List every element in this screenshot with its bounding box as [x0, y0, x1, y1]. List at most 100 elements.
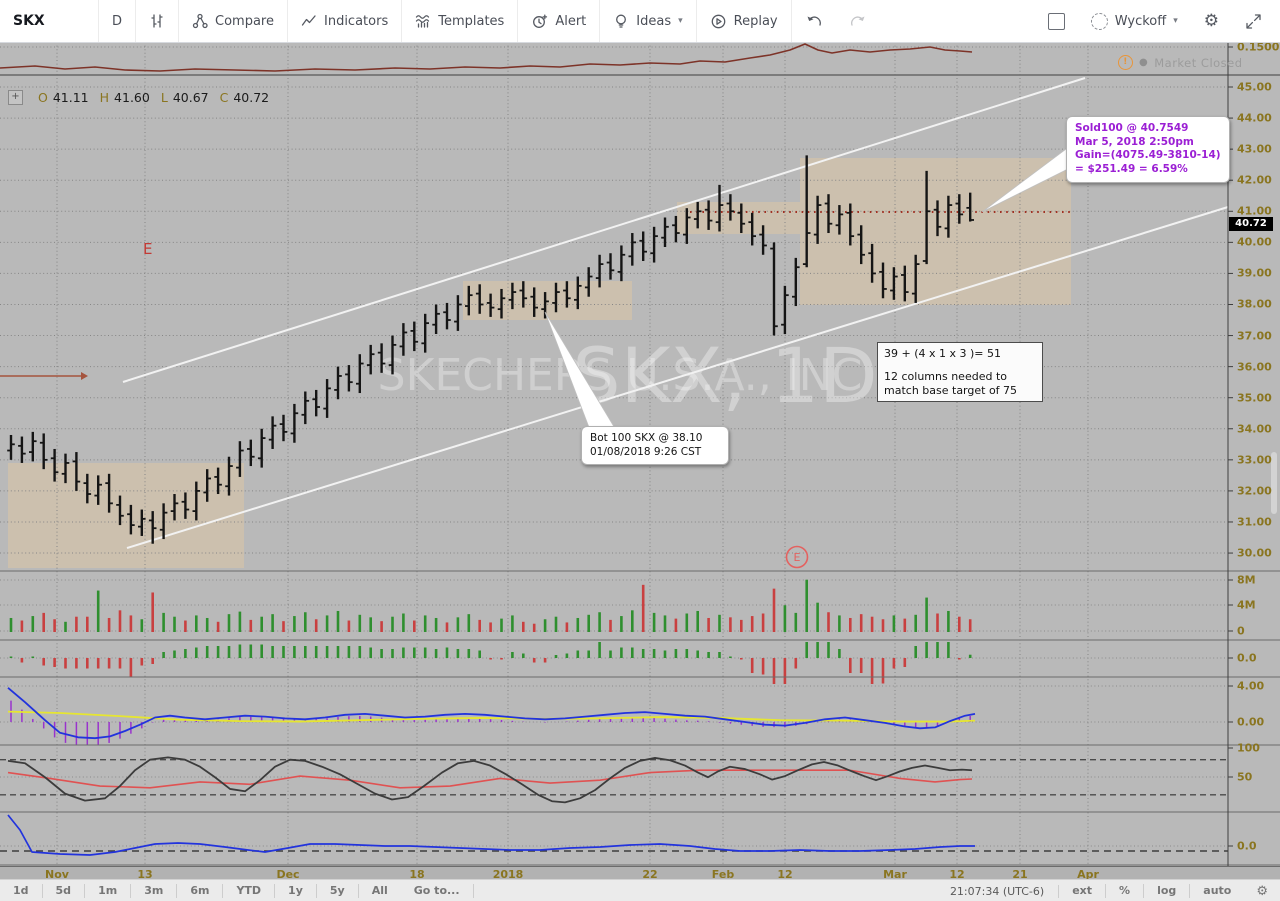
sold-line4: = $251.49 = 6.59% [1075, 162, 1188, 175]
wyckoff-box[interactable] [677, 202, 800, 234]
sold-line2: Mar 5, 2018 2:50pm [1075, 135, 1194, 148]
warning-icon[interactable]: ! [1118, 55, 1133, 70]
panel-axis-label: 8M [1237, 573, 1256, 587]
bottom-toolbar: 1d 5d 1m 3m 6m YTD 1y 5y All Go to... 21:07:34 (… [0, 879, 1280, 901]
layout-select-checkbox[interactable] [1035, 0, 1078, 42]
clock-label[interactable]: 21:07:34 (UTC-6) [936, 884, 1060, 898]
layout-menu-button[interactable]: Wyckoff ▾ [1078, 0, 1191, 42]
indicators-icon [301, 13, 317, 29]
replay-icon [710, 13, 727, 30]
time-axis-label: 13 [137, 868, 153, 881]
ideas-button[interactable]: Ideas ▾ [600, 0, 697, 42]
chart-settings-button[interactable]: ⚙ [1191, 0, 1232, 42]
alert-button[interactable]: Alert [518, 0, 601, 42]
price-axis-label: 45.00 [1237, 80, 1272, 94]
range-button-6m[interactable]: 6m [177, 884, 224, 898]
range-button-1y[interactable]: 1y [275, 884, 317, 898]
sold-annotation[interactable]: Sold100 @ 40.7549 Mar 5, 2018 2:50pm Gai… [1066, 116, 1230, 183]
price-axis-label: 38.00 [1237, 297, 1272, 311]
redo-button[interactable] [836, 0, 880, 42]
price-axis-label: 33.00 [1237, 453, 1272, 467]
maximize-pane-icon[interactable]: + [8, 90, 23, 105]
time-axis[interactable] [0, 866, 1280, 880]
goto-button[interactable]: Go to... [401, 884, 474, 898]
interval-label: D [112, 13, 123, 29]
templates-icon [415, 13, 431, 29]
price-axis-label: 42.00 [1237, 173, 1272, 187]
compare-button[interactable]: Compare [179, 0, 288, 42]
axis-scrollbar[interactable] [1271, 452, 1277, 514]
close-label: C [219, 90, 229, 105]
price-axis-label: 39.00 [1237, 266, 1272, 280]
wyckoff-box[interactable] [8, 463, 244, 568]
watermark-company: SKECHERS U.S.A., INC [378, 350, 863, 401]
gear-icon: ⚙ [1203, 10, 1219, 31]
price-axis-label: 41.00 [1237, 204, 1272, 218]
range-button-ytd[interactable]: YTD [223, 884, 276, 898]
open-label: O [38, 90, 48, 105]
price-axis-label: 32.00 [1237, 484, 1272, 498]
toggle-percent[interactable]: % [1106, 884, 1145, 898]
bottom-gear-icon[interactable]: ⚙ [1256, 883, 1268, 899]
price-axis-label: 37.00 [1237, 329, 1272, 343]
replay-button[interactable]: Replay [697, 0, 792, 42]
symbol-label: SKX [13, 13, 45, 29]
close-value: 40.72 [233, 90, 270, 105]
fullscreen-icon [1245, 13, 1262, 30]
e-circle-label: E [794, 551, 801, 564]
market-status: ! ● Market Closed [1118, 55, 1243, 70]
toolbar-right-cluster: Wyckoff ▾ ⚙ [1035, 0, 1280, 42]
templates-button[interactable]: Templates [402, 0, 519, 42]
fullscreen-button[interactable] [1232, 0, 1280, 42]
price-axis-label: 30.00 [1237, 546, 1272, 560]
buy-annotation[interactable]: Bot 100 SKX @ 38.10 01/08/2018 9:26 CST [581, 426, 729, 466]
panel-axis-label: 0.0 [1237, 839, 1257, 853]
undo-button[interactable] [792, 0, 836, 42]
ohlc-legend: + O 41.11 H 41.60 L 40.67 C 40.72 [8, 90, 269, 105]
panel-axis-label: 50 [1237, 770, 1253, 784]
ideas-label: Ideas [636, 13, 672, 29]
last-price-tag: 40.72 [1229, 217, 1273, 231]
interval-button[interactable]: D [99, 0, 137, 42]
range-button-1d[interactable]: 1d [0, 884, 43, 898]
lightbulb-icon [613, 13, 629, 29]
e-circle-marker[interactable] [785, 545, 809, 569]
time-axis-label: 21 [1012, 868, 1028, 881]
templates-label: Templates [438, 13, 505, 29]
range-button-5y[interactable]: 5y [317, 884, 359, 898]
price-axis-label: 43.00 [1237, 142, 1272, 156]
time-axis-label: Feb [711, 868, 735, 881]
range-button-all[interactable]: All [371, 884, 388, 897]
calc-note[interactable]: 39 + (4 x 1 x 3 )= 51 12 columns needed … [877, 342, 1043, 403]
bar-style-button[interactable] [136, 0, 180, 42]
overlay-axis-label: 0.1500 [1237, 40, 1280, 54]
low-value: 40.67 [172, 90, 209, 105]
toggle-log[interactable]: log [1144, 884, 1191, 898]
indicators-button[interactable]: Indicators [288, 0, 403, 42]
calc-line3: match base target of 75 [884, 383, 1018, 397]
high-label: H [99, 90, 110, 105]
low-label: L [160, 90, 168, 105]
high-value: 41.60 [114, 90, 150, 105]
toggle-ext[interactable]: ext [1059, 884, 1107, 898]
status-dot-icon: ● [1139, 57, 1149, 68]
range-buttons: 1d 5d 1m 3m 6m YTD 1y 5y All [0, 884, 401, 898]
time-axis-label: Apr [1077, 868, 1099, 881]
range-button-1m[interactable]: 1m [85, 884, 132, 898]
range-button-3m[interactable]: 3m [131, 884, 178, 898]
bar-style-icon [149, 13, 165, 29]
alert-label: Alert [555, 13, 587, 29]
time-axis-label: Nov [45, 868, 69, 881]
panel-axis-label: 100 [1237, 741, 1260, 755]
price-axis-label: 44.00 [1237, 111, 1272, 125]
toggle-auto[interactable]: auto [1203, 884, 1232, 897]
chevron-down-icon: ▾ [678, 16, 683, 26]
price-axis-label: 36.00 [1237, 360, 1272, 374]
chevron-down-icon: ▾ [1173, 16, 1178, 26]
range-button-5d[interactable]: 5d [43, 884, 86, 898]
symbol-search-button[interactable]: SKX [0, 0, 99, 42]
calc-line2: 12 columns needed to [884, 369, 1007, 383]
e-letter-marker[interactable]: E [143, 240, 153, 258]
